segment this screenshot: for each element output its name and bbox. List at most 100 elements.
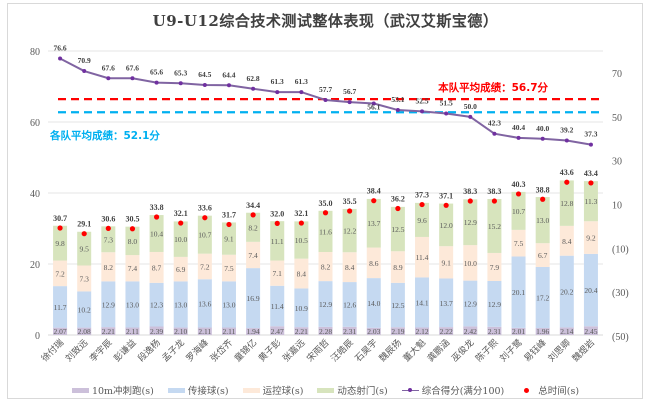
bar-segment bbox=[197, 327, 212, 335]
bar-segment bbox=[511, 229, 526, 257]
segment-label: 2.19 bbox=[391, 327, 404, 336]
segment-label: 2.14 bbox=[560, 327, 573, 336]
left-tick-label: 20 bbox=[30, 260, 40, 271]
segment-label: 20.2 bbox=[560, 288, 573, 297]
total-time-marker bbox=[298, 220, 304, 226]
total-time-label: 32.1 bbox=[294, 209, 308, 218]
segment-label: 12.5 bbox=[391, 301, 404, 310]
segment-label: 6.9 bbox=[176, 265, 186, 274]
bar-segment bbox=[125, 327, 140, 335]
total-time-label: 37.1 bbox=[439, 191, 453, 200]
total-time-label: 30.5 bbox=[125, 215, 139, 224]
segment-label: 2.10 bbox=[174, 327, 187, 336]
bar-segment bbox=[342, 252, 357, 283]
segment-label: 8.4 bbox=[562, 237, 572, 246]
segment-label: 10.7 bbox=[198, 231, 211, 240]
segment-label: 12.2 bbox=[343, 227, 356, 236]
bar-segment bbox=[53, 286, 68, 328]
segment-label: 13.0 bbox=[536, 216, 549, 225]
score-line: 76.6 70.9 67.6 67.6 65.6 65.3 64.5 64.4 62.8 61.3… bbox=[54, 44, 598, 147]
score-label: 57.7 bbox=[319, 85, 332, 94]
bar-segment bbox=[294, 258, 309, 289]
legend-item[interactable]: 动态射门(s) bbox=[317, 383, 388, 397]
total-time-marker bbox=[322, 210, 329, 216]
total-time-marker bbox=[202, 215, 208, 221]
legend-item[interactable]: 10m冲刺跑(s) bbox=[71, 383, 154, 397]
total-time-label: 38.4 bbox=[367, 187, 381, 196]
bar-segment bbox=[463, 280, 478, 327]
bar-segment bbox=[366, 278, 381, 328]
right-tick-label: 70 bbox=[612, 69, 622, 80]
segment-label: 2.47 bbox=[271, 327, 284, 336]
segment-label: 11.1 bbox=[271, 237, 284, 246]
legend-item[interactable]: 综合得分(满分100) bbox=[401, 383, 504, 397]
segment-label: 2.08 bbox=[78, 327, 91, 336]
bar-segment bbox=[246, 268, 261, 329]
bar-segment bbox=[463, 245, 478, 281]
category-label: 刘思卿 bbox=[545, 337, 573, 365]
segment-label: 2.42 bbox=[464, 327, 477, 336]
total-time-marker bbox=[153, 214, 160, 220]
category-label: 宋雨哲 bbox=[304, 337, 332, 365]
bar-segment bbox=[559, 180, 574, 226]
bar-segment bbox=[101, 281, 116, 328]
bar-segment bbox=[77, 291, 92, 328]
category-label: 易钰峰 bbox=[521, 337, 549, 365]
total-time-marker bbox=[105, 225, 111, 231]
legend-item[interactable]: 总时间(s) bbox=[518, 383, 579, 397]
bar-segment bbox=[535, 266, 550, 329]
legend: 10m冲刺跑(s) 传接球(s) 运控球(s) 动态射门(s) 综合得分(满分100) 总… bbox=[0, 383, 651, 397]
segment-label: 7.5 bbox=[514, 239, 524, 248]
segment-label: 12.8 bbox=[560, 199, 573, 208]
category-label: 张岱齐 bbox=[208, 337, 236, 365]
score-label: 62.8 bbox=[247, 74, 260, 83]
segment-label: 13.0 bbox=[126, 300, 139, 309]
category-label: 黄子彭 bbox=[256, 337, 284, 365]
category-label: 彭谦益 bbox=[111, 337, 139, 365]
score-marker bbox=[106, 76, 111, 81]
category-label: 刘子鹭 bbox=[497, 337, 525, 365]
category-label: 李宇辰 bbox=[87, 337, 115, 365]
right-tick-label: (30) bbox=[612, 288, 629, 299]
total-time-label: 43.6 bbox=[560, 168, 574, 177]
category-label: 龚鹏涵 bbox=[425, 337, 453, 365]
bar-segment bbox=[246, 328, 261, 335]
segment-label: 2.31 bbox=[488, 327, 501, 336]
bar-segment bbox=[415, 202, 430, 237]
score-marker bbox=[323, 97, 328, 102]
total-time-label: 38.8 bbox=[536, 185, 550, 194]
legend-item[interactable]: 运控球(s) bbox=[242, 383, 303, 397]
bar-segment bbox=[221, 222, 236, 255]
segment-label: 16.9 bbox=[247, 294, 260, 303]
bar-segment bbox=[439, 203, 454, 247]
segment-label: 7.3 bbox=[104, 235, 114, 244]
total-time-label: 37.3 bbox=[415, 191, 429, 200]
bar-segment bbox=[149, 326, 164, 335]
score-marker bbox=[395, 108, 400, 113]
category-label: 童锦亿 bbox=[232, 337, 260, 365]
total-time-label: 43.4 bbox=[584, 169, 598, 178]
team-average-label: 本队平均成绩：56.7分 bbox=[438, 81, 548, 94]
bar-segment bbox=[366, 247, 381, 279]
bar-segment bbox=[221, 254, 236, 282]
bar-segment bbox=[294, 221, 309, 259]
segment-label: 9.6 bbox=[417, 216, 427, 225]
bar-segment bbox=[487, 326, 502, 335]
segment-label: 2.07 bbox=[54, 327, 67, 336]
score-marker bbox=[178, 81, 183, 86]
segment-label: 9.2 bbox=[586, 234, 596, 243]
segment-label: 12.9 bbox=[464, 300, 477, 309]
score-label: 42.3 bbox=[488, 119, 501, 128]
score-marker bbox=[588, 142, 593, 147]
segment-label: 7.1 bbox=[273, 269, 283, 278]
bar-segment bbox=[149, 251, 164, 283]
bar-segment bbox=[583, 221, 598, 254]
bar-segment bbox=[270, 260, 285, 286]
total-time-marker bbox=[491, 198, 498, 204]
segment-label: 6.7 bbox=[538, 251, 548, 260]
legend-item[interactable]: 传接球(s) bbox=[167, 383, 229, 397]
bar-segment bbox=[366, 327, 381, 335]
segment-label: 2.11 bbox=[223, 327, 236, 336]
bar-segment bbox=[53, 327, 68, 335]
score-label: 56.7 bbox=[343, 87, 356, 96]
